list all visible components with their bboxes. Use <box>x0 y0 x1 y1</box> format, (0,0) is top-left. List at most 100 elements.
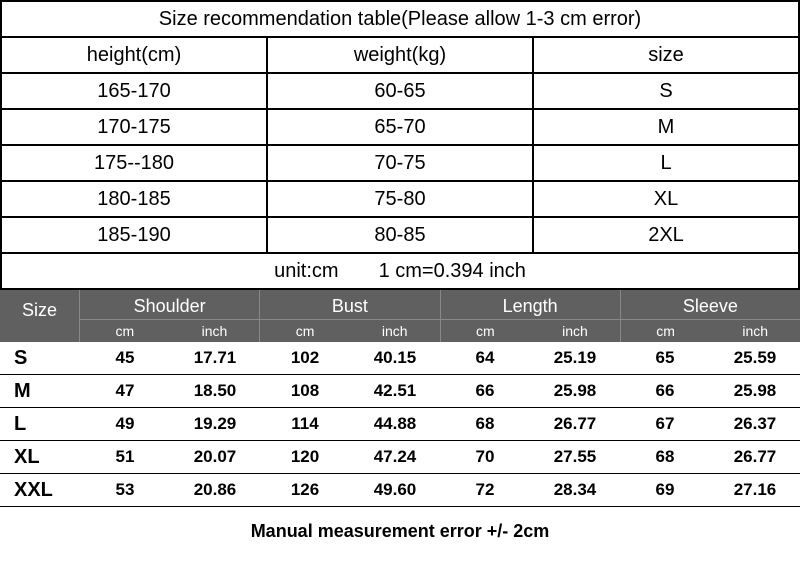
rec-col-height: height(cm) <box>1 37 267 73</box>
rec-cell: 180-185 <box>1 181 267 217</box>
meas-sub-cm: cm <box>80 320 170 342</box>
meas-value-group: 12649.60 <box>260 480 440 500</box>
meas-value-cell: 49 <box>80 414 170 434</box>
meas-size-cell: S <box>0 347 80 370</box>
meas-value-group: 4517.71 <box>80 348 260 368</box>
rec-cell: 70-75 <box>267 145 533 181</box>
meas-rows: S4517.7110240.156425.196525.59 M4718.5010… <box>0 342 800 507</box>
rec-cell: 175--180 <box>1 145 267 181</box>
meas-value-cell: 120 <box>260 447 350 467</box>
meas-value-group: 6525.59 <box>620 348 800 368</box>
meas-row: S4517.7110240.156425.196525.59 <box>0 342 800 375</box>
meas-value-cell: 108 <box>260 381 350 401</box>
rec-cell: L <box>533 145 799 181</box>
unit-cell: unit:cm 1 cm=0.394 inch <box>1 253 799 289</box>
meas-value-cell: 51 <box>80 447 170 467</box>
footer-note: Manual measurement error +/- 2cm <box>0 507 800 542</box>
meas-value-cell: 42.51 <box>350 381 440 401</box>
meas-value-cell: 28.34 <box>530 480 620 500</box>
meas-size-cell: M <box>0 380 80 403</box>
measurement-table: Size Shoulder cm inch Bust cm inch Lengt… <box>0 290 800 507</box>
meas-value-group: 10842.51 <box>260 381 440 401</box>
meas-value-cell: 126 <box>260 480 350 500</box>
meas-value-cell: 26.77 <box>710 447 800 467</box>
meas-header-group: Length cm inch <box>441 290 621 342</box>
unit-row: unit:cm 1 cm=0.394 inch <box>1 253 799 289</box>
meas-value-cell: 25.59 <box>710 348 800 368</box>
meas-value-cell: 70 <box>440 447 530 467</box>
meas-value-cell: 20.86 <box>170 480 260 500</box>
meas-value-cell: 45 <box>80 348 170 368</box>
meas-value-group: 6425.19 <box>440 348 620 368</box>
rec-cell: 2XL <box>533 217 799 253</box>
rec-cell: 60-65 <box>267 73 533 109</box>
meas-header-group: Bust cm inch <box>260 290 440 342</box>
rec-cell: 170-175 <box>1 109 267 145</box>
meas-value-group: 12047.24 <box>260 447 440 467</box>
meas-header-size: Size <box>0 290 80 342</box>
rec-header-row: height(cm) weight(kg) size <box>1 37 799 73</box>
rec-cell: 75-80 <box>267 181 533 217</box>
meas-value-cell: 19.29 <box>170 414 260 434</box>
meas-value-cell: 20.07 <box>170 447 260 467</box>
meas-value-cell: 49.60 <box>350 480 440 500</box>
rec-row: 180-185 75-80 XL <box>1 181 799 217</box>
meas-value-group: 10240.15 <box>260 348 440 368</box>
meas-value-cell: 72 <box>440 480 530 500</box>
meas-value-cell: 66 <box>620 381 710 401</box>
meas-sub-inch: inch <box>170 320 260 342</box>
meas-value-cell: 25.98 <box>530 381 620 401</box>
meas-row: L4919.2911444.886826.776726.37 <box>0 408 800 441</box>
rec-cell: 165-170 <box>1 73 267 109</box>
size-chart-container: Size recommendation table(Please allow 1… <box>0 0 800 542</box>
meas-value-cell: 26.77 <box>530 414 620 434</box>
recommendation-table: Size recommendation table(Please allow 1… <box>0 0 800 290</box>
rec-cell: M <box>533 109 799 145</box>
meas-header-group: Sleeve cm inch <box>621 290 800 342</box>
unit-label: unit:cm <box>274 260 338 283</box>
meas-group-title: Shoulder <box>80 290 259 320</box>
rec-cell: 185-190 <box>1 217 267 253</box>
meas-value-group: 6826.77 <box>440 414 620 434</box>
rec-cell: S <box>533 73 799 109</box>
meas-value-group: 11444.88 <box>260 414 440 434</box>
meas-group-title: Sleeve <box>621 290 800 320</box>
meas-value-cell: 114 <box>260 414 350 434</box>
meas-value-cell: 102 <box>260 348 350 368</box>
meas-value-cell: 65 <box>620 348 710 368</box>
meas-row: XL5120.0712047.247027.556826.77 <box>0 441 800 474</box>
meas-value-group: 5320.86 <box>80 480 260 500</box>
rec-title: Size recommendation table(Please allow 1… <box>1 1 799 37</box>
meas-header-group: Shoulder cm inch <box>80 290 260 342</box>
meas-size-cell: XXL <box>0 479 80 502</box>
meas-sub-inch: inch <box>350 320 440 342</box>
rec-cell: 65-70 <box>267 109 533 145</box>
unit-conversion: 1 cm=0.394 inch <box>379 260 526 283</box>
meas-sub-cm: cm <box>260 320 350 342</box>
meas-sub-inch: inch <box>530 320 620 342</box>
meas-value-cell: 69 <box>620 480 710 500</box>
rec-row: 165-170 60-65 S <box>1 73 799 109</box>
rec-cell: XL <box>533 181 799 217</box>
meas-value-group: 4718.50 <box>80 381 260 401</box>
meas-sub-cm: cm <box>621 320 711 342</box>
rec-col-size: size <box>533 37 799 73</box>
rec-col-weight: weight(kg) <box>267 37 533 73</box>
meas-row: XXL5320.8612649.607228.346927.16 <box>0 474 800 507</box>
meas-value-cell: 40.15 <box>350 348 440 368</box>
meas-value-cell: 27.16 <box>710 480 800 500</box>
meas-value-group: 4919.29 <box>80 414 260 434</box>
meas-value-cell: 53 <box>80 480 170 500</box>
meas-header: Size Shoulder cm inch Bust cm inch Lengt… <box>0 290 800 342</box>
meas-value-cell: 66 <box>440 381 530 401</box>
rec-row: 170-175 65-70 M <box>1 109 799 145</box>
meas-sub-inch: inch <box>710 320 800 342</box>
meas-value-group: 6625.98 <box>440 381 620 401</box>
meas-value-cell: 25.19 <box>530 348 620 368</box>
meas-value-group: 7228.34 <box>440 480 620 500</box>
meas-value-cell: 26.37 <box>710 414 800 434</box>
meas-value-group: 6927.16 <box>620 480 800 500</box>
meas-value-group: 6625.98 <box>620 381 800 401</box>
meas-sub-cm: cm <box>441 320 531 342</box>
meas-value-group: 7027.55 <box>440 447 620 467</box>
